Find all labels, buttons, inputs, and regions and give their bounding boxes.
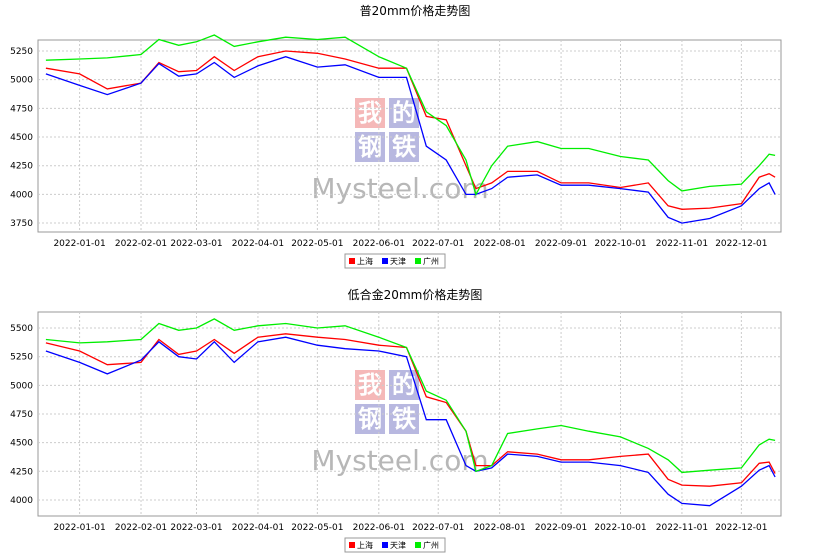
x-tick-label: 2022-10-01	[594, 239, 646, 249]
x-tick-label: 2022-08-01	[473, 239, 525, 249]
y-tick-label: 4750	[10, 410, 33, 420]
watermark-box	[355, 404, 385, 434]
x-tick-label: 2022-03-01	[170, 523, 222, 533]
watermark-brand: Mysteel.com	[311, 172, 488, 205]
x-tick-label: 2022-04-01	[232, 239, 284, 249]
watermark-char: 铁	[392, 133, 416, 161]
x-tick-label: 2022-07-01	[412, 523, 464, 533]
watermark-brand: Mysteel.com	[311, 444, 488, 477]
y-tick-label: 4000	[10, 496, 33, 506]
series-line	[45, 50, 776, 210]
legend-swatch	[382, 258, 388, 264]
y-tick-label: 5250	[10, 47, 33, 57]
legend-label: 天津	[390, 540, 406, 550]
x-tick-label: 2022-10-01	[594, 523, 646, 533]
x-tick-label: 2022-07-01	[412, 239, 464, 249]
x-tick-label: 2022-09-01	[535, 239, 587, 249]
series-line	[45, 318, 776, 474]
x-tick-label: 2022-05-01	[291, 523, 343, 533]
y-tick-label: 4500	[10, 439, 33, 449]
y-tick-label: 4250	[10, 467, 33, 477]
y-tick-label: 4000	[10, 190, 33, 200]
x-tick-label: 2022-01-01	[53, 239, 105, 249]
x-tick-label: 2022-11-01	[656, 239, 708, 249]
x-tick-label: 2022-02-01	[115, 523, 167, 533]
chart-title: 低合金20mm价格走势图	[348, 287, 483, 302]
legend-swatch	[349, 258, 355, 264]
x-tick-label: 2022-01-01	[53, 523, 105, 533]
x-tick-label: 2022-11-01	[656, 523, 708, 533]
watermark-char: 我	[358, 99, 382, 127]
watermark-char: 铁	[392, 405, 416, 433]
x-tick-label: 2022-04-01	[232, 523, 284, 533]
series-line	[45, 333, 776, 487]
y-tick-label: 4250	[10, 162, 33, 172]
legend-swatch	[415, 258, 421, 264]
y-tick-label: 4500	[10, 133, 33, 143]
legend-label: 广州	[423, 256, 439, 266]
y-tick-label: 5000	[10, 381, 33, 391]
legend-swatch	[349, 542, 355, 548]
y-tick-label: 5250	[10, 353, 33, 363]
y-tick-label: 5500	[10, 324, 33, 334]
watermark-char: 的	[392, 99, 416, 127]
legend-box	[344, 537, 446, 553]
y-tick-label: 5000	[10, 76, 33, 86]
watermark-box	[355, 98, 385, 128]
y-tick-label: 4750	[10, 104, 33, 114]
watermark-box	[389, 404, 419, 434]
watermark-char: 钢	[358, 405, 382, 433]
x-tick-label: 2022-06-01	[353, 523, 405, 533]
legend-label: 上海	[357, 540, 373, 550]
legend-swatch	[382, 542, 388, 548]
x-tick-label: 2022-09-01	[535, 523, 587, 533]
x-tick-label: 2022-02-01	[115, 239, 167, 249]
legend-box	[344, 253, 446, 269]
x-tick-label: 2022-05-01	[291, 239, 343, 249]
legend-label: 上海	[357, 256, 373, 266]
x-tick-label: 2022-12-01	[715, 239, 767, 249]
y-tick-label: 3750	[10, 219, 33, 229]
x-tick-label: 2022-03-01	[170, 239, 222, 249]
x-tick-label: 2022-12-01	[715, 523, 767, 533]
series-line	[45, 336, 776, 507]
legend-swatch	[415, 542, 421, 548]
watermark-char: 钢	[358, 133, 382, 161]
series-line	[45, 56, 776, 224]
legend-label: 天津	[390, 256, 406, 266]
legend-label: 广州	[423, 540, 439, 550]
x-tick-label: 2022-08-01	[473, 523, 525, 533]
x-tick-label: 2022-06-01	[353, 239, 405, 249]
series-line	[45, 34, 776, 197]
chart-title: 普20mm价格走势图	[360, 3, 471, 18]
